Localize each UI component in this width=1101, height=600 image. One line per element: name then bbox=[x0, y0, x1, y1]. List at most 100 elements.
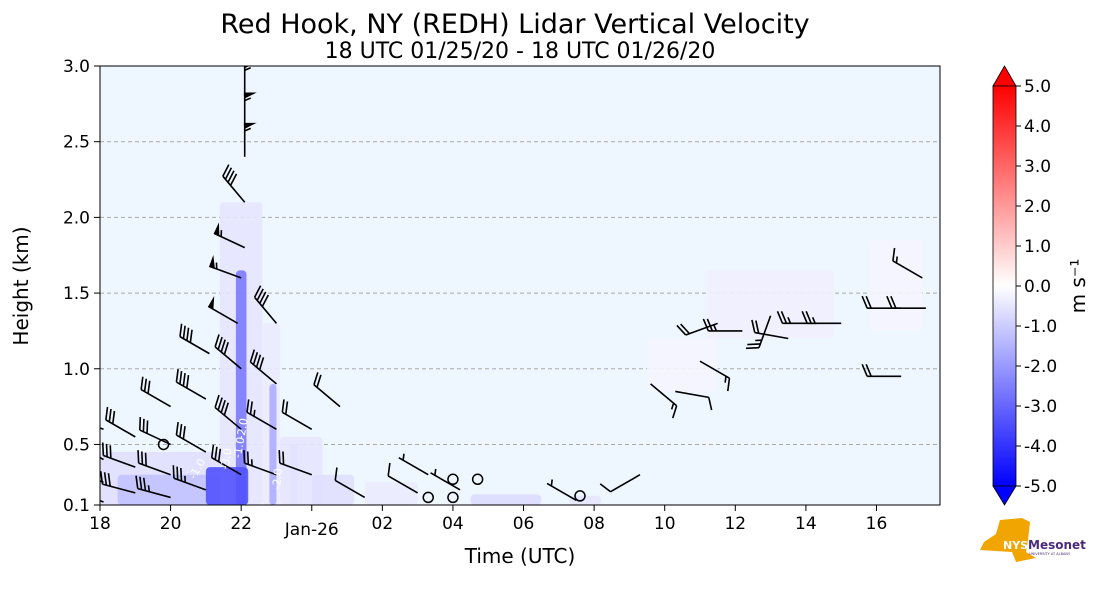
chart-title: Red Hook, NY (REDH) Lidar Vertical Veloc… bbox=[220, 9, 809, 40]
barb-full bbox=[258, 357, 265, 370]
barb-full bbox=[861, 364, 868, 377]
plot-frame bbox=[99, 65, 941, 506]
wind-barb bbox=[175, 422, 207, 453]
barb-full bbox=[222, 164, 230, 177]
barb-full bbox=[71, 458, 72, 471]
velocity-patch bbox=[235, 270, 247, 505]
barb-full bbox=[387, 462, 391, 476]
barb-staff bbox=[546, 482, 577, 502]
barb-staff bbox=[892, 260, 923, 279]
wind-barb bbox=[207, 295, 239, 325]
wind-barb bbox=[243, 122, 257, 157]
barb-staff bbox=[137, 487, 171, 499]
barb-full bbox=[599, 483, 612, 493]
barb-half bbox=[811, 317, 816, 324]
wind-barb bbox=[75, 406, 104, 431]
barb-full bbox=[111, 410, 116, 424]
colorbar-tick-label: 2.0 bbox=[1024, 197, 1051, 217]
barb-full bbox=[892, 247, 896, 262]
wind-barb bbox=[398, 453, 429, 476]
barb-full bbox=[747, 343, 761, 346]
wind-barbs bbox=[71, 66, 926, 504]
barb-staff bbox=[650, 383, 678, 407]
barb-flag bbox=[244, 66, 250, 69]
wind-barb bbox=[140, 376, 171, 408]
barb-full bbox=[220, 399, 226, 413]
wind-barb bbox=[745, 315, 772, 350]
barb-staff bbox=[207, 305, 239, 325]
wind-barb bbox=[210, 444, 242, 476]
barb-staff bbox=[313, 384, 341, 408]
barb-full bbox=[71, 477, 72, 490]
velocity-patch bbox=[117, 474, 220, 505]
barb-full bbox=[252, 351, 259, 365]
wind-barb bbox=[313, 372, 341, 408]
barb-full bbox=[680, 323, 691, 335]
barb-full bbox=[176, 466, 179, 480]
barb-full bbox=[284, 401, 289, 415]
barb-full bbox=[229, 173, 238, 186]
wind-barb bbox=[172, 465, 207, 491]
wind-barb bbox=[105, 406, 136, 438]
barb-full bbox=[780, 311, 788, 324]
wind-barb bbox=[699, 360, 731, 392]
colorbar-max-extend bbox=[992, 65, 1017, 87]
barb-full bbox=[217, 397, 223, 411]
colorbar-tick-label: -1.0 bbox=[1024, 317, 1057, 337]
wind-barb bbox=[281, 399, 313, 431]
velocity-patch bbox=[205, 467, 249, 505]
barb-staff bbox=[334, 479, 366, 499]
barb-staff bbox=[140, 388, 171, 408]
barb-staff bbox=[213, 232, 246, 249]
barb-full bbox=[189, 329, 193, 343]
barb-full bbox=[214, 334, 220, 348]
x-tick-label: 20 bbox=[160, 514, 182, 534]
wind-barb bbox=[208, 255, 242, 279]
x-tick-label: 14 bbox=[795, 514, 817, 534]
barb-full bbox=[256, 288, 264, 301]
wind-barb bbox=[702, 318, 743, 332]
contour-label: -2.0 bbox=[234, 417, 251, 440]
barb-full bbox=[253, 285, 262, 298]
calm-wind-marker bbox=[157, 438, 170, 451]
barb-full bbox=[179, 424, 183, 438]
x-tick-label: 02 bbox=[372, 514, 394, 534]
wind-barb bbox=[138, 417, 171, 446]
barb-full bbox=[186, 375, 190, 389]
x-tick-label: Jan-26 bbox=[284, 520, 339, 540]
barb-full bbox=[180, 467, 183, 482]
barb-full bbox=[671, 405, 678, 419]
barb-full bbox=[75, 406, 76, 419]
barb-staff bbox=[254, 296, 278, 324]
barb-full bbox=[886, 295, 893, 309]
wind-barb bbox=[861, 364, 902, 378]
barb-full bbox=[140, 376, 144, 390]
barb-full bbox=[223, 341, 229, 355]
colorbar-label: m s⁻¹ bbox=[1066, 259, 1090, 314]
barb-full bbox=[182, 426, 186, 440]
barb-staff bbox=[699, 360, 730, 379]
barb-full bbox=[210, 444, 215, 458]
barb-full bbox=[220, 339, 226, 353]
barb-flag bbox=[209, 255, 215, 269]
wind-barb bbox=[676, 322, 718, 336]
wind-barb bbox=[135, 475, 171, 499]
barb-staff bbox=[138, 462, 171, 476]
barb-half bbox=[244, 67, 252, 72]
barb-staff bbox=[100, 480, 104, 484]
colorbar-tick-label: -5.0 bbox=[1024, 477, 1057, 497]
nys-mesonet-logo: NYS Mesonet UNIVERSITY AT ALBANY bbox=[980, 518, 1086, 562]
svg-text:Mesonet: Mesonet bbox=[1028, 538, 1086, 552]
barb-full bbox=[186, 327, 190, 341]
barb-flag bbox=[213, 222, 220, 236]
barb-half bbox=[253, 409, 256, 417]
barb-staff bbox=[249, 361, 277, 385]
barb-full bbox=[707, 397, 713, 411]
barb-staff bbox=[222, 175, 246, 203]
barb-full bbox=[726, 378, 731, 392]
barb-full bbox=[138, 417, 142, 431]
y-tick-label: 2.5 bbox=[63, 133, 90, 153]
barb-full bbox=[144, 452, 147, 466]
